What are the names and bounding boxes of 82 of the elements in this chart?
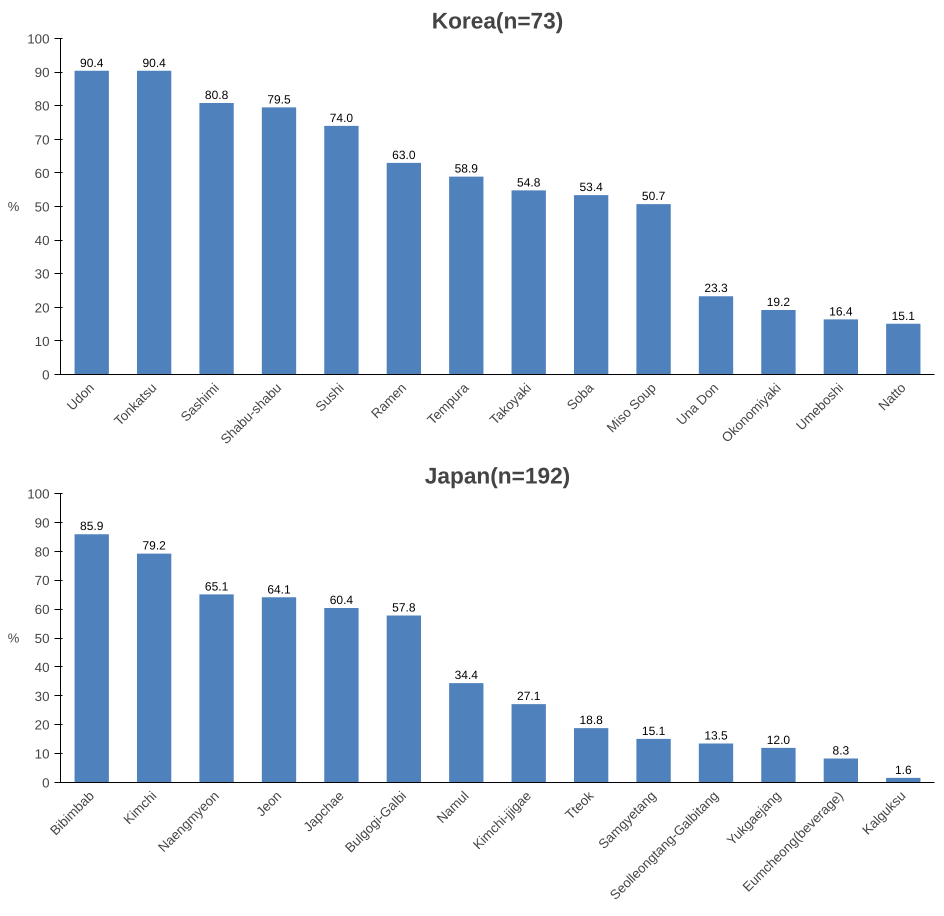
data-label: 63.0 <box>392 148 416 162</box>
y-tick-label: 50 <box>34 200 50 214</box>
data-label: 57.8 <box>392 600 416 614</box>
y-tick-label: 30 <box>34 688 50 704</box>
y-axis-title: % <box>8 630 20 646</box>
y-tick-label: 100 <box>27 32 50 46</box>
bar <box>824 319 858 374</box>
data-label: 1.6 <box>894 762 912 777</box>
bar <box>386 615 422 782</box>
chart-title: Japan(n=192) <box>424 462 570 488</box>
bar <box>199 594 234 782</box>
data-label: 85.9 <box>80 519 104 534</box>
data-label: 8.3 <box>832 744 850 758</box>
bar <box>636 204 671 374</box>
y-tick-label: 0 <box>42 368 50 382</box>
data-label: 54.8 <box>517 175 541 190</box>
x-tick-label: Una Don <box>674 380 722 428</box>
bar <box>636 738 671 782</box>
y-tick-label: 10 <box>34 746 50 762</box>
y-tick-label: 20 <box>34 718 50 733</box>
data-label: 80.8 <box>204 88 229 102</box>
data-label: 16.4 <box>829 304 853 318</box>
y-tick-label: 60 <box>34 166 50 181</box>
y-tick-label: 30 <box>34 266 50 282</box>
bar <box>74 70 109 374</box>
data-label: 15.1 <box>892 308 916 323</box>
bar <box>698 743 734 782</box>
data-label: 50.7 <box>642 189 666 204</box>
bar <box>324 608 359 782</box>
bar <box>574 195 608 374</box>
data-label: 58.9 <box>454 162 478 176</box>
bar <box>449 683 484 782</box>
bar <box>324 126 359 374</box>
data-label: 19.2 <box>766 294 790 309</box>
bar <box>449 176 484 374</box>
bar <box>262 107 296 374</box>
bar <box>386 162 422 374</box>
bar <box>199 103 234 374</box>
data-label: 53.4 <box>579 180 604 194</box>
y-tick-label: 80 <box>34 544 50 560</box>
y-tick-label: 20 <box>34 300 50 316</box>
data-label: 64.1 <box>267 582 292 596</box>
data-label: 60.4 <box>330 592 354 607</box>
bar <box>574 728 608 782</box>
chart-title: Korea(n=73) <box>432 8 564 34</box>
bar <box>761 310 796 374</box>
y-tick-label: 60 <box>34 602 50 618</box>
data-label: 18.8 <box>579 713 604 728</box>
bar <box>136 554 172 782</box>
bar <box>698 296 734 374</box>
y-tick-label: 40 <box>34 660 50 675</box>
bar <box>136 70 172 374</box>
bar <box>824 758 858 782</box>
data-label: 34.4 <box>454 668 478 682</box>
y-tick-label: 50 <box>34 631 50 646</box>
data-label: 27.1 <box>517 689 541 704</box>
y-axis-title: % <box>8 199 20 214</box>
bar <box>761 748 796 782</box>
data-label: 90.4 <box>142 56 166 70</box>
y-tick-label: 70 <box>34 132 50 148</box>
y-tick-label: 40 <box>34 233 50 248</box>
bar <box>262 597 296 782</box>
y-tick-label: 90 <box>34 65 50 80</box>
y-tick-label: 0 <box>42 776 50 790</box>
data-label: 90.4 <box>80 56 104 70</box>
data-label: 13.5 <box>704 728 728 742</box>
y-tick-label: 10 <box>34 334 50 349</box>
data-label: 79.5 <box>267 92 292 106</box>
data-label: 65.1 <box>204 579 229 594</box>
y-tick-label: 90 <box>34 515 50 530</box>
bar <box>512 704 546 782</box>
y-tick-label: 70 <box>34 573 50 588</box>
bar <box>886 324 920 374</box>
y-tick-label: 100 <box>27 486 50 502</box>
data-label: 12.0 <box>766 732 790 747</box>
data-label: 74.0 <box>330 110 354 125</box>
y-tick-label: 80 <box>34 98 50 114</box>
data-label: 15.1 <box>642 724 666 738</box>
data-label: 79.2 <box>142 538 166 553</box>
bar <box>74 534 109 782</box>
bar <box>512 190 546 374</box>
data-label: 23.3 <box>704 281 728 296</box>
